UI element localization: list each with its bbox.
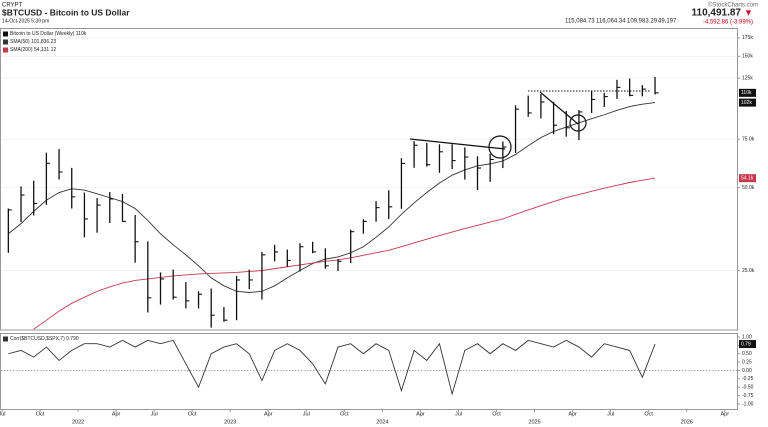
y-tick-label: 150k [742, 54, 753, 60]
symbol-title: $BTCUSD - Bitcoin to US Dollar [2, 7, 130, 17]
x-tick-label: Apr [264, 411, 273, 417]
annotation-circle [569, 114, 587, 132]
legend-entry: Corr($BTCUSD,$SPX,7) 0.790 [10, 336, 79, 342]
series-line [8, 339, 656, 396]
last-value-label: 54.1k [741, 175, 754, 181]
y-tick-label: 0.50 [742, 351, 752, 357]
y-tick-label: -0.75 [742, 393, 754, 399]
down-arrow: ▼ [744, 7, 753, 17]
y-tick-label: 75.0k [742, 137, 755, 143]
legend-name: SMA(200) [10, 47, 33, 53]
legend-name: SMA(50) [10, 39, 30, 45]
low: 109,983.29 [627, 19, 658, 25]
last-price: 110,491.87 [692, 8, 742, 19]
x-tick-label: 2023 [224, 419, 236, 425]
legend-swatch [3, 336, 8, 342]
x-tick-label: 2026 [681, 419, 693, 425]
y-tick-label: 125k [742, 75, 753, 81]
legend-swatch [3, 39, 8, 45]
price-panel [0, 28, 738, 331]
high: 116,064.34 [596, 19, 626, 25]
last-value-label: 110k [741, 90, 752, 96]
change: -4,592.86 (-3.99%) [703, 20, 753, 26]
corr-panel [0, 333, 738, 410]
x-tick-label: 2022 [72, 419, 84, 425]
last-value-box [739, 340, 756, 349]
last-value-box [739, 98, 756, 107]
x-tick-label: Oct [492, 411, 501, 417]
x-tick-label: Oct [340, 411, 349, 417]
exchange: CRYPT [2, 3, 23, 9]
last-value-box [739, 88, 756, 97]
legend-entry: SMA(200) 54,131.12 [10, 47, 56, 53]
last-value-box [739, 174, 756, 183]
series-line [33, 177, 656, 330]
x-tick-label: Apr [416, 411, 425, 417]
legend-entry: Bitcoin to US Dollar (Weekly) 110k [10, 31, 87, 37]
x-tick-label: Jul [607, 411, 614, 417]
legend-swatch [3, 47, 8, 53]
legend-entry: SMA(50) 101,836.23 [10, 39, 56, 45]
legend-swatch [3, 31, 8, 37]
legend-value: 54,131.12 [34, 47, 56, 53]
legend-name: Bitcoin to US Dollar (Weekly) [10, 31, 75, 37]
open: 115,084.73 [565, 19, 595, 25]
x-tick-label: Apr [112, 411, 121, 417]
x-tick-label: Jul [303, 411, 310, 417]
x-tick-label: 2024 [376, 419, 388, 425]
x-tick-label: Oct [644, 411, 653, 417]
y-tick-label: -0.50 [742, 385, 754, 391]
last-value-label: 102k [741, 100, 752, 106]
brand: ©StockCharts.com [708, 2, 758, 9]
y-tick-label: 25.0k [742, 268, 755, 274]
series-line [8, 102, 656, 293]
x-tick-label: Apr [568, 411, 577, 417]
y-tick-label: -0.25 [742, 376, 754, 382]
legend-value: 101,836.23 [31, 39, 56, 45]
legend-value: 110k [76, 31, 87, 37]
y-tick-label: 175k [742, 35, 753, 41]
legend-value: 0.790 [66, 336, 79, 342]
x-tick-label: 2025 [528, 419, 540, 425]
x-tick-label: Jul [455, 411, 462, 417]
x-tick-label: Jul [151, 411, 158, 417]
date: 14-Oct-2025 5:39 pm [2, 18, 49, 24]
marks: 25.0k 50.0k 75.0k 125k 150k 175k Bitcoin to US… [0, 31, 756, 425]
x-tick-label: Apr [720, 411, 729, 417]
x-tick-label: Oct [36, 411, 45, 417]
legend-name: Corr($BTCUSD,$SPX,7) [10, 336, 65, 342]
volume: 49,197 [658, 19, 677, 25]
y-tick-label: 50.0k [742, 185, 755, 191]
annotation-circle [488, 135, 512, 159]
y-tick-label: 0.00 [742, 368, 752, 374]
x-tick-label: Jul [0, 411, 6, 417]
y-tick-label: 0.25 [742, 359, 752, 365]
y-tick-label: 1.00 [742, 334, 752, 340]
y-tick-label: -1.00 [742, 401, 754, 407]
last-value-label: 0.79 [741, 341, 751, 347]
x-tick-label: Oct [188, 411, 197, 417]
